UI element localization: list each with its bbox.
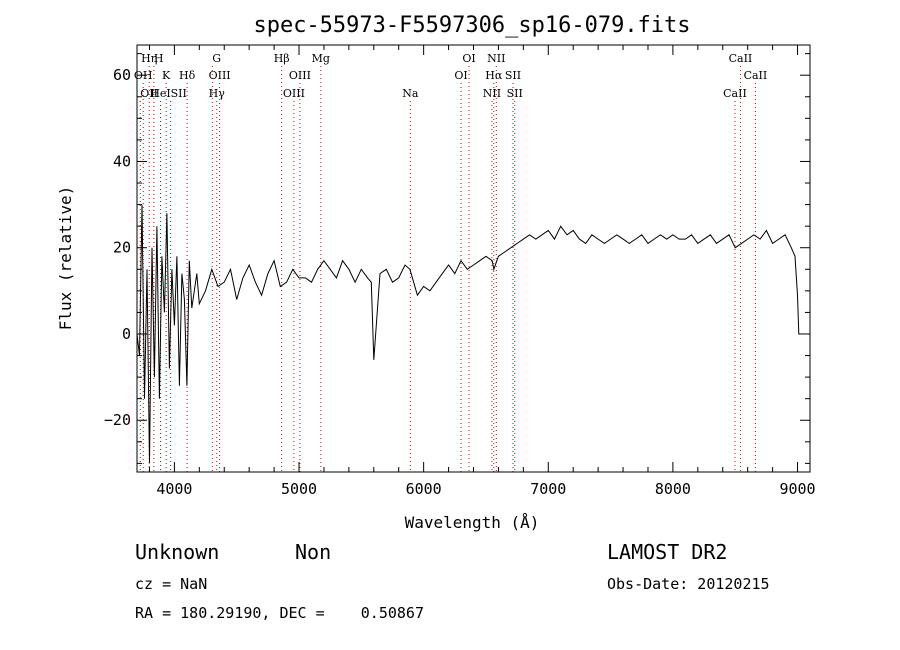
obs-date: Obs-Date: 20120215 xyxy=(607,575,770,593)
subclass-label: Non xyxy=(295,540,332,564)
radec-value: RA = 180.29190, DEC = 0.50867 xyxy=(135,604,424,622)
line-marker-label: Hγ xyxy=(209,87,226,100)
line-marker-label: OI xyxy=(454,69,467,82)
x-axis-ticks: 4000 5000 6000 7000 8000 9000 xyxy=(148,45,816,498)
cz-value: cz = NaN xyxy=(135,575,208,593)
line-marker-label: SII xyxy=(507,87,523,100)
x-tick-label: 7000 xyxy=(530,480,566,498)
plot-frame xyxy=(136,44,811,473)
line-marker-label: Hβ xyxy=(274,52,290,65)
line-marker-label: HeI xyxy=(150,87,170,100)
emission-line-markers xyxy=(139,66,756,472)
line-marker-label: CaII xyxy=(729,52,753,65)
line-marker-label: K xyxy=(162,69,171,82)
line-marker-label: OIII xyxy=(209,69,231,82)
y-tick-label: −20 xyxy=(104,411,131,429)
line-marker-label: Hη xyxy=(141,52,157,65)
line-marker-label: NII xyxy=(483,87,501,100)
y-tick-label: 20 xyxy=(113,239,131,257)
class-label: Unknown xyxy=(135,540,220,564)
line-marker-label: OII xyxy=(140,87,158,100)
chart-title: spec-55973-F5597306_sp16-079.fits xyxy=(253,13,690,38)
x-tick-label: 5000 xyxy=(281,480,317,498)
x-tick-label: 6000 xyxy=(406,480,442,498)
line-marker-label: OIII xyxy=(289,69,311,82)
x-tick-label: 8000 xyxy=(655,480,691,498)
y-axis-label: Flux (relative) xyxy=(56,186,75,331)
y-tick-label: 60 xyxy=(113,66,131,84)
line-marker-label: Mg xyxy=(312,52,330,65)
y-tick-label: 40 xyxy=(113,152,131,170)
spectrum-line xyxy=(136,204,800,464)
line-marker-label: Na xyxy=(402,87,419,100)
line-marker-label: OI xyxy=(462,52,475,65)
line-marker-label: Hδ xyxy=(179,69,196,82)
survey-label: LAMOST DR2 xyxy=(607,540,728,564)
x-tick-label: 9000 xyxy=(779,480,815,498)
line-marker-label: SII xyxy=(505,69,521,82)
line-marker-label: CaII xyxy=(744,69,768,82)
line-marker-label: G xyxy=(212,52,221,65)
line-marker-label: OIII xyxy=(283,87,305,100)
line-marker-label: H xyxy=(154,52,164,65)
y-axis-ticks: −20 0 20 40 60 xyxy=(104,53,810,464)
line-marker-label: SII xyxy=(171,87,187,100)
line-marker-label: CaII xyxy=(723,87,747,100)
emission-line-labels: OIIOHHηHHeIKSIIHδGHγOIIIHβOIIIOIIIMgNaOI… xyxy=(134,52,767,100)
y-tick-label: 0 xyxy=(122,325,131,343)
x-axis-label: Wavelength (Å) xyxy=(405,513,540,532)
x-tick-label: 4000 xyxy=(156,480,192,498)
line-marker-label: Hα xyxy=(485,69,503,82)
line-marker-label: NII xyxy=(487,52,505,65)
